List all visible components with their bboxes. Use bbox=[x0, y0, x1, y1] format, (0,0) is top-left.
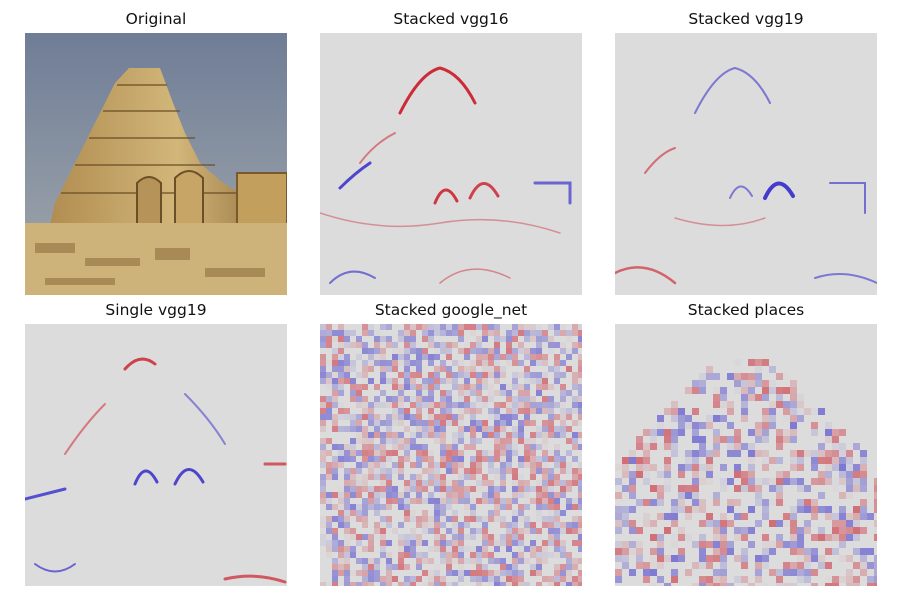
heatmap-single-vgg19 bbox=[25, 324, 287, 586]
heatmap-stacked-places bbox=[615, 324, 877, 586]
heatmap-stacked-vgg19 bbox=[615, 33, 877, 295]
panel-title-stacked-vgg16: Stacked vgg16 bbox=[393, 10, 509, 28]
panel-title-stacked-vgg19: Stacked vgg19 bbox=[688, 10, 804, 28]
panel-title-stacked-places: Stacked places bbox=[687, 301, 805, 319]
heatmap-stacked-google-net bbox=[320, 324, 582, 586]
panel-title-stacked-google-net: Stacked google_net bbox=[374, 301, 528, 319]
heatmap-stacked-vgg16 bbox=[320, 33, 582, 295]
original-photo bbox=[25, 33, 287, 295]
panel-title-original: Original bbox=[125, 10, 187, 28]
panel-title-single-vgg19: Single vgg19 bbox=[105, 301, 207, 319]
